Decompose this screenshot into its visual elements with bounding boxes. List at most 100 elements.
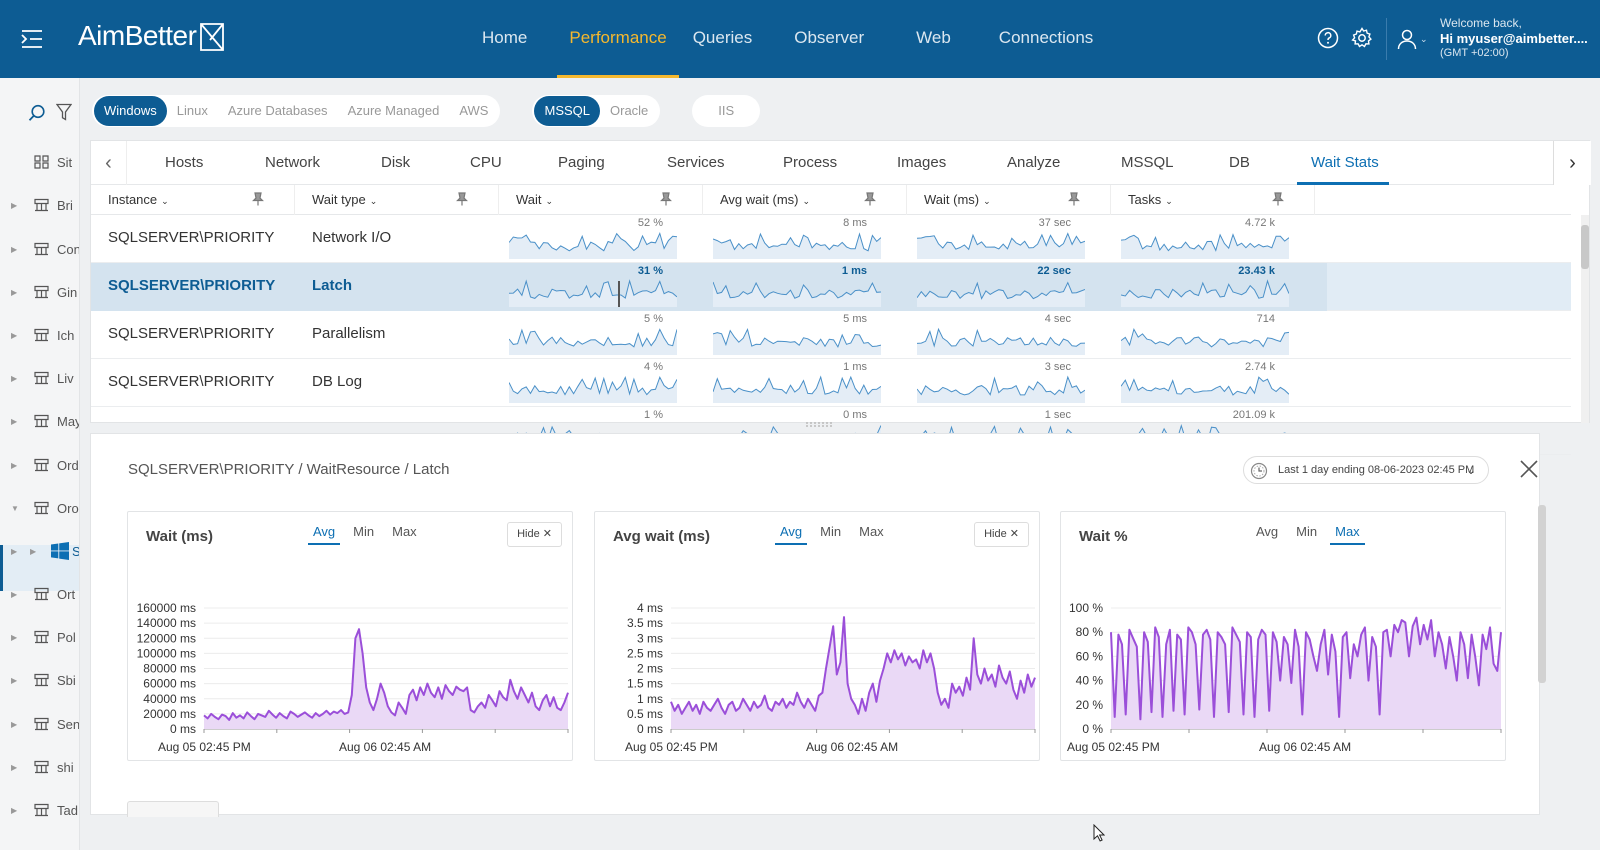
hide-button[interactable]: Hide ✕	[507, 522, 562, 547]
column-header[interactable]: Wait ⌄	[499, 185, 703, 215]
pin-icon[interactable]	[1068, 192, 1080, 206]
pin-icon[interactable]	[864, 192, 876, 206]
close-icon[interactable]	[1518, 458, 1540, 480]
tab-cpu[interactable]: CPU	[470, 154, 502, 171]
tab-analyze[interactable]: Analyze	[1007, 154, 1061, 171]
table-scrollbar[interactable]	[1581, 215, 1589, 423]
sidebar-item[interactable]: ▶ Bri	[0, 190, 79, 220]
welcome-block[interactable]: Welcome back, Hi myuser@aimbetter.... (G…	[1440, 16, 1588, 61]
stat-tab-avg[interactable]: Avg	[1256, 524, 1279, 539]
table-row[interactable]: SQLSERVER\PRIORITY Parallelism 5 % 5 ms 4 se…	[91, 311, 1571, 359]
chevron-down-icon[interactable]: ▼	[11, 503, 19, 513]
filter-windows[interactable]: Windows	[94, 96, 167, 126]
column-header[interactable]: Wait type ⌄	[295, 185, 499, 215]
user-icon[interactable]	[1396, 28, 1418, 50]
chevron-right-icon[interactable]: ▶	[11, 805, 18, 815]
sidebar-item[interactable]: ▶ Ort	[0, 579, 79, 609]
gear-icon[interactable]	[1350, 26, 1374, 50]
search-icon[interactable]	[28, 104, 46, 122]
tab-mssql[interactable]: MSSQL	[1121, 154, 1174, 171]
sidebar-item[interactable]: ▶ Pol	[0, 622, 79, 652]
tab-paging[interactable]: Paging	[558, 154, 605, 171]
stat-tab-avg[interactable]: Avg	[775, 524, 808, 545]
nav-queries[interactable]: Queries	[692, 28, 753, 47]
tab-services[interactable]: Services	[667, 154, 725, 171]
chevron-right-icon[interactable]: ▶	[11, 244, 18, 254]
tab-process[interactable]: Process	[783, 154, 838, 171]
column-header[interactable]: Instance ⌄	[91, 185, 295, 215]
chevron-right-icon[interactable]: ▶	[11, 675, 18, 685]
nav-home[interactable]: Home	[482, 28, 528, 47]
filter-aws[interactable]: AWS	[459, 103, 489, 118]
chevron-right-icon[interactable]: ▶	[11, 762, 18, 772]
bottom-tab-stub[interactable]	[127, 801, 219, 817]
tab-disk[interactable]: Disk	[381, 154, 411, 171]
tab-next-button[interactable]: ›	[1553, 141, 1591, 185]
table-row[interactable]: SQLSERVER\PRIORITY DB Log 4 % 1 ms 3 sec 2.74…	[91, 359, 1571, 407]
stat-tab-max[interactable]: Max	[1330, 524, 1365, 545]
chevron-right-icon[interactable]: ▶	[11, 632, 18, 642]
help-icon[interactable]	[1316, 26, 1340, 50]
sidebar-item[interactable]: ▶ Con	[0, 234, 79, 264]
pin-icon[interactable]	[456, 192, 468, 206]
sidebar-item[interactable]: ▶ shi	[0, 752, 79, 782]
sidebar-item[interactable]: ▶ Sen	[0, 709, 79, 739]
menu-toggle-icon[interactable]	[20, 28, 46, 50]
filter-oracle[interactable]: Oracle	[610, 103, 649, 118]
tab-images[interactable]: Images	[897, 154, 947, 171]
chevron-right-icon[interactable]: ▶	[11, 589, 18, 599]
column-header[interactable]: Avg wait (ms) ⌄	[703, 185, 907, 215]
sidebar-item[interactable]: ▶ Ord	[0, 450, 79, 480]
chevron-right-icon[interactable]: ▶	[11, 460, 18, 470]
chevron-right-icon[interactable]: ▶	[11, 546, 18, 556]
stat-tab-max[interactable]: Max	[392, 524, 417, 539]
tab-wait-stats[interactable]: Wait Stats	[1311, 154, 1379, 171]
sidebar-item[interactable]: Sit	[0, 147, 79, 177]
filter-iis[interactable]: IIS	[718, 103, 735, 118]
tab-prev-button[interactable]: ‹	[91, 141, 127, 185]
resize-handle-icon[interactable]	[804, 421, 834, 427]
tab-hosts[interactable]: Hosts	[165, 154, 204, 171]
pin-icon[interactable]	[660, 192, 672, 206]
pin-icon[interactable]	[1272, 192, 1284, 206]
sidebar-item[interactable]: ▶ Gin	[0, 277, 79, 307]
stat-tab-max[interactable]: Max	[859, 524, 884, 539]
sidebar-item[interactable]: ▶ Liv	[0, 363, 79, 393]
sidebar-item[interactable]: ▶ May	[0, 406, 79, 436]
nav-performance[interactable]: Performance	[557, 0, 680, 78]
sidebar-item[interactable]: ▶ Sbi	[0, 665, 79, 695]
pin-icon[interactable]	[252, 192, 264, 206]
sidebar-item[interactable]: ▶ Ich	[0, 320, 79, 350]
filter-azure-managed[interactable]: Azure Managed	[347, 103, 440, 118]
nav-observer[interactable]: Observer	[794, 28, 865, 47]
table-row[interactable]: SQLSERVER\PRIORITY Network I/O 52 % 8 ms 37 …	[91, 215, 1571, 263]
scrollbar-thumb[interactable]	[1581, 225, 1589, 269]
chevron-right-icon[interactable]: ▶	[11, 719, 18, 729]
tab-network[interactable]: Network	[265, 154, 321, 171]
stat-tab-min[interactable]: Min	[353, 524, 375, 539]
nav-connections[interactable]: Connections	[998, 28, 1094, 47]
filter-linux[interactable]: Linux	[176, 103, 208, 118]
sidebar-item[interactable]: ▶ ▶ S	[0, 536, 79, 566]
tab-db[interactable]: DB	[1229, 154, 1250, 171]
chevron-right-icon[interactable]: ▶	[11, 330, 18, 340]
table-row[interactable]: SQLSERVER\PRIORITY Latch 31 % 1 ms 22 sec 23.…	[91, 263, 1571, 311]
sidebar-item[interactable]: ▶ Tad	[0, 795, 79, 825]
chevron-down-icon[interactable]: ⌄	[1420, 34, 1428, 44]
stat-tab-avg[interactable]: Avg	[308, 524, 341, 545]
filter-mssql[interactable]: MSSQL	[534, 96, 600, 126]
column-header[interactable]: Wait (ms) ⌄	[907, 185, 1111, 215]
detail-scrollbar[interactable]	[1538, 505, 1546, 683]
chevron-right-icon[interactable]: ▶	[11, 373, 18, 383]
chevron-right-icon[interactable]: ▶	[11, 200, 18, 210]
hide-button[interactable]: Hide ✕	[974, 522, 1029, 547]
sidebar-item[interactable]: ▼ Oro	[0, 493, 79, 523]
filter-icon[interactable]	[56, 103, 72, 121]
filter-azure-databases[interactable]: Azure Databases	[227, 103, 328, 118]
nav-web[interactable]: Web	[916, 28, 951, 47]
column-header[interactable]: Tasks ⌄	[1111, 185, 1315, 215]
time-range-selector[interactable]: Last 1 day ending 08-06-2023 02:45 PM ⌄	[1243, 456, 1489, 484]
stat-tab-min[interactable]: Min	[820, 524, 842, 539]
chevron-right-icon[interactable]: ▶	[11, 416, 18, 426]
stat-tab-min[interactable]: Min	[1296, 524, 1318, 539]
